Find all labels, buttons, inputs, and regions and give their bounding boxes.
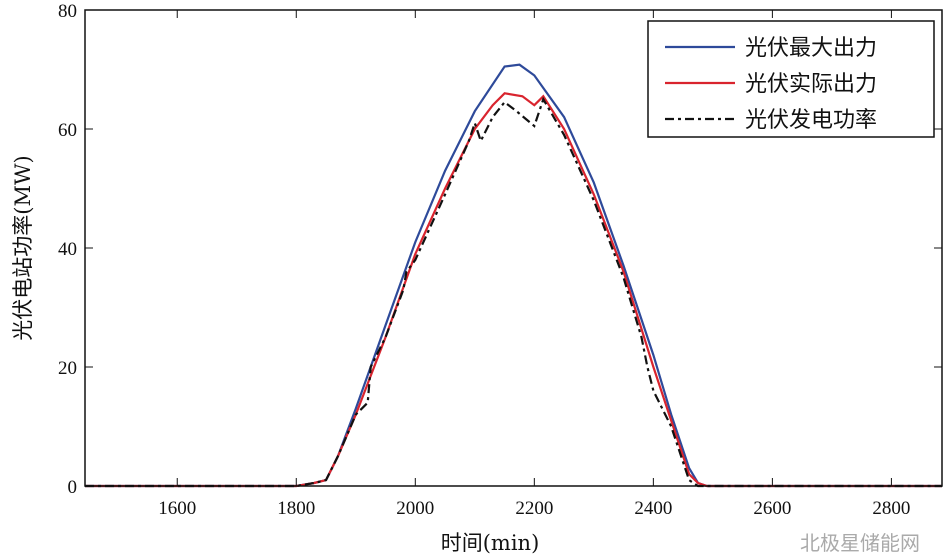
x-tick-label: 2000 (396, 498, 434, 519)
legend-label: 光伏最大出力 (745, 36, 877, 61)
y-tick-label: 0 (68, 477, 78, 498)
x-axis-label: 时间(min) (441, 531, 540, 555)
series-line-2 (85, 92, 942, 488)
x-tick-label: 2600 (753, 498, 791, 519)
legend-label: 光伏实际出力 (745, 72, 877, 97)
legend-label: 光伏发电功率 (745, 108, 877, 133)
y-tick-label: 60 (58, 120, 77, 141)
x-tick-label: 1600 (158, 498, 196, 519)
series-line-3 (85, 96, 942, 488)
y-tick-label: 80 (58, 1, 77, 22)
legend-box (647, 20, 935, 138)
x-tick-label: 2400 (634, 498, 672, 519)
x-tick-label: 2200 (515, 498, 553, 519)
y-tick-label: 40 (58, 239, 77, 260)
x-tick-label: 2800 (872, 498, 910, 519)
watermark: 北极星储能网 (800, 531, 920, 555)
x-tick-label: 1800 (277, 498, 315, 519)
y-axis-label: 光伏电站功率(MW) (11, 155, 35, 340)
y-tick-label: 20 (58, 358, 77, 379)
